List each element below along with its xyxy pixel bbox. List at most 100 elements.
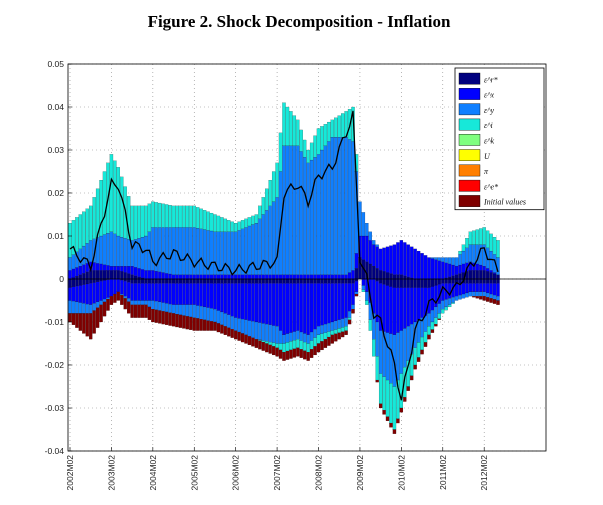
bar-eps-r-star <box>78 274 83 280</box>
bar-eps-r-star <box>372 266 376 280</box>
bar-eps-i <box>116 167 120 237</box>
bar-eps-x <box>372 244 376 267</box>
bar-eps-x <box>392 244 397 275</box>
bar-eps-x <box>365 235 369 262</box>
bar-initial-values <box>354 293 359 297</box>
bar-eps-y <box>99 300 103 305</box>
bar-eps-x <box>361 278 366 286</box>
bar-eps-r-star <box>216 278 221 284</box>
bar-eps-y <box>161 227 165 273</box>
bar-eps-y <box>171 304 176 314</box>
bar-initial-values <box>196 318 200 331</box>
bar-eps-y <box>137 300 141 305</box>
bar-eps-i <box>316 128 321 155</box>
bar-eps-r-star <box>403 275 407 280</box>
bar-eps-r-star <box>99 270 103 280</box>
bar-eps-r-star <box>85 271 89 280</box>
bar-initial-values <box>296 347 300 357</box>
bar-eps-y <box>378 330 383 374</box>
bar-eps-y <box>89 304 93 314</box>
bar-eps-r-star <box>92 270 96 280</box>
bar-eps-i <box>82 211 86 247</box>
bar-eps-y <box>99 235 103 265</box>
bar-eps-x <box>403 242 407 276</box>
bar-eps-x <box>168 273 172 280</box>
bar-eps-i <box>448 304 452 308</box>
bar-initial-values <box>472 296 476 298</box>
bar-initial-values <box>178 314 183 328</box>
bar-eps-r-star <box>278 278 283 284</box>
y-tick-label: 0.02 <box>47 188 64 198</box>
bar-initial-values <box>268 344 272 354</box>
bar-eps-y <box>461 293 466 299</box>
bar-eps-r-star <box>389 273 393 280</box>
bar-initial-values <box>151 309 155 323</box>
bar-eps-i <box>220 217 224 232</box>
bar-eps-y <box>116 235 120 267</box>
bar-eps-r-star <box>458 273 462 280</box>
bar-eps-x <box>309 274 314 280</box>
bar-eps-y <box>316 154 321 275</box>
bar-eps-x <box>416 287 421 320</box>
bar-eps-x <box>496 283 500 297</box>
bar-eps-y <box>113 233 117 267</box>
bar-eps-x <box>444 262 448 279</box>
bar-eps-r-star <box>392 278 397 288</box>
bar-eps-r-star <box>154 278 158 284</box>
bar-eps-y <box>403 328 407 368</box>
bar-eps-i <box>265 341 269 344</box>
bar-eps-r-star <box>344 278 348 284</box>
bar-eps-y <box>434 257 438 260</box>
bar-eps-y <box>306 334 310 344</box>
bar-eps-r-star <box>378 278 383 284</box>
bar-eps-x <box>75 267 79 277</box>
y-tick-label: -0.02 <box>45 360 65 370</box>
bar-eps-x <box>285 283 290 334</box>
bar-eps-x <box>261 274 265 280</box>
bar-eps-i <box>285 342 290 352</box>
bar-eps-r-star <box>479 278 483 284</box>
bar-initial-values <box>265 343 269 353</box>
bar-eps-r-star <box>120 271 124 280</box>
bar-eps-y <box>230 231 234 275</box>
bar-eps-i <box>389 383 393 424</box>
bar-eps-r-star <box>472 278 476 284</box>
bar-eps-i <box>78 214 83 249</box>
bar-eps-i <box>271 171 276 202</box>
bar-eps-i <box>271 342 276 347</box>
bar-eps-y <box>199 228 203 275</box>
bar-initial-values <box>78 313 83 331</box>
bar-eps-x <box>109 266 114 271</box>
bar-eps-r-star <box>237 278 241 284</box>
bar-eps-x <box>158 271 162 280</box>
bar-eps-r-star <box>472 270 476 280</box>
bar-eps-x <box>410 287 414 325</box>
bar-eps-x <box>389 245 393 274</box>
bar-eps-y <box>196 305 200 319</box>
bar-eps-y <box>123 238 127 267</box>
bar-eps-x <box>423 255 428 280</box>
bar-eps-x <box>468 283 473 292</box>
bar-eps-x <box>385 285 390 333</box>
bar-eps-r-star <box>127 273 131 280</box>
bar-eps-y <box>261 323 265 341</box>
bar-eps-y <box>154 301 158 310</box>
bar-eps-y <box>475 291 479 297</box>
bar-eps-r-star <box>161 278 165 284</box>
bar-eps-y <box>341 137 345 275</box>
bar-eps-i <box>323 332 328 340</box>
bar-eps-x <box>361 235 366 260</box>
bar-eps-r-star <box>130 274 134 280</box>
bar-eps-r-star <box>489 272 493 280</box>
bar-eps-i <box>316 334 321 344</box>
bar-eps-y <box>244 227 248 275</box>
bar-eps-i <box>430 321 435 330</box>
bar-eps-r-star <box>399 278 404 288</box>
bar-eps-y <box>337 137 341 275</box>
bar-eps-y <box>375 321 379 357</box>
bar-eps-y <box>289 145 293 275</box>
bar-eps-y <box>92 303 96 311</box>
bar-eps-i <box>137 205 141 239</box>
bar-eps-r-star <box>382 271 386 280</box>
bar-eps-r-star <box>420 278 424 288</box>
